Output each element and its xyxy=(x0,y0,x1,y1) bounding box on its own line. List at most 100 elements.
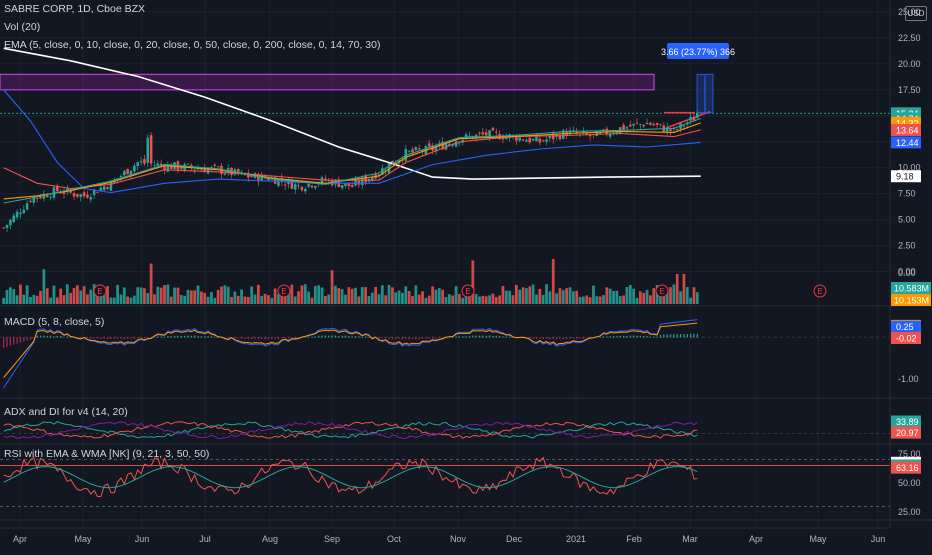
macd-histogram-bar xyxy=(50,336,51,338)
macd-histogram-bar xyxy=(476,336,477,338)
candle-body xyxy=(83,192,86,196)
candle-body xyxy=(518,137,521,140)
candle-body xyxy=(73,193,76,196)
volume-bar xyxy=(431,286,434,304)
macd-histogram-bar xyxy=(559,337,560,339)
volume-bar xyxy=(190,290,193,304)
macd-histogram-bar xyxy=(603,336,604,337)
volume-bar xyxy=(522,287,525,304)
macd-histogram-bar xyxy=(154,337,155,338)
volume-bar xyxy=(207,297,210,304)
macd-histogram-bar xyxy=(432,337,433,338)
volume-bar xyxy=(408,291,411,304)
candle-body xyxy=(133,166,136,172)
macd-histogram-bar xyxy=(285,337,286,338)
macd-histogram-bar xyxy=(251,337,252,339)
candle-body xyxy=(411,149,414,152)
volume-bar xyxy=(39,291,42,304)
macd-histogram-bar xyxy=(124,337,125,339)
volume-bar xyxy=(639,291,642,304)
macd-histogram-bar xyxy=(479,336,480,338)
macd-histogram-bar xyxy=(442,337,443,338)
macd-histogram-bar xyxy=(60,336,61,338)
currency-badge[interactable]: USD xyxy=(905,6,927,21)
x-tick-label: Jun xyxy=(135,534,150,544)
symbol-legend[interactable]: SABRE CORP, 1D, Cboe BZX xyxy=(4,3,145,15)
volume-bar xyxy=(290,285,293,304)
volume-bar xyxy=(351,289,354,304)
macd-histogram-bar xyxy=(533,337,534,339)
macd-histogram-bar xyxy=(184,336,185,338)
volume-bar xyxy=(337,288,340,304)
macd-histogram-bar xyxy=(663,335,664,338)
volume-bar xyxy=(676,274,679,304)
macd-histogram-bar xyxy=(536,337,537,339)
candle-body xyxy=(33,197,36,202)
volume-bar xyxy=(605,287,608,304)
macd-histogram-bar xyxy=(506,337,507,338)
price-badge-label: 9.18 xyxy=(896,172,914,182)
volume-badge-label: 10.153M xyxy=(894,296,929,306)
volume-bar xyxy=(301,285,304,304)
volume-bar xyxy=(86,294,89,304)
macd-histogram-bar xyxy=(201,336,202,338)
macd-badge-label: -0.02 xyxy=(896,334,917,344)
volume-bar xyxy=(686,287,689,304)
rsi-legend[interactable]: RSI with EMA & WMA [NK] (9, 21, 3, 50, 5… xyxy=(4,448,209,460)
macd-histogram-bar xyxy=(228,337,229,338)
volume-bar xyxy=(435,290,438,304)
volume-bar xyxy=(696,292,699,304)
macd-histogram-bar xyxy=(687,334,688,338)
volume-bar xyxy=(331,270,334,304)
macd-histogram-bar xyxy=(271,337,272,339)
volume-bar xyxy=(552,259,555,304)
volume-bar xyxy=(53,286,56,304)
macd-histogram-bar xyxy=(348,336,349,337)
x-tick-label: Oct xyxy=(387,534,402,544)
macd-histogram-bar xyxy=(127,337,128,339)
macd-histogram-bar xyxy=(643,336,644,337)
macd-histogram-bar xyxy=(107,337,108,339)
candle-body xyxy=(29,201,32,202)
volume-badge-label: 10.583M xyxy=(894,284,929,294)
volume-bar xyxy=(525,288,528,304)
volume-legend[interactable]: Vol (20) xyxy=(4,21,40,33)
macd-legend[interactable]: MACD (5, 8, close, 5) xyxy=(4,316,104,328)
candle-body xyxy=(693,117,696,121)
macd-histogram-bar xyxy=(342,336,343,338)
macd-histogram-bar xyxy=(459,336,460,337)
macd-histogram-bar xyxy=(23,337,24,341)
volume-bar xyxy=(636,298,639,304)
volume-bar xyxy=(177,288,180,304)
volume-bar xyxy=(535,295,538,304)
ema-legend[interactable]: EMA (5, close, 0, 10, close, 0, 20, clos… xyxy=(4,39,380,51)
adx-badge-label: 20.97 xyxy=(896,428,919,438)
volume-bar xyxy=(120,295,123,304)
price-badge-label: 13.64 xyxy=(896,125,919,135)
volume-bar xyxy=(649,295,652,304)
candle-body xyxy=(46,195,49,197)
macd-histogram-bar xyxy=(295,337,296,338)
adx-legend[interactable]: ADX and DI for v4 (14, 20) xyxy=(4,406,128,418)
macd-histogram-bar xyxy=(469,336,470,337)
earnings-marker-label: E xyxy=(659,287,664,296)
macd-histogram-bar xyxy=(117,337,118,339)
macd-histogram-bar xyxy=(600,337,601,338)
macd-histogram-bar xyxy=(583,337,584,338)
candle-body xyxy=(23,210,26,213)
volume-bar xyxy=(274,288,277,304)
candle-body xyxy=(529,138,532,143)
macd-histogram-bar xyxy=(3,337,4,347)
volume-bar xyxy=(364,287,367,304)
macd-histogram-bar xyxy=(683,334,684,338)
volume-bar xyxy=(502,286,505,304)
candle-body xyxy=(214,165,217,166)
volume-bar xyxy=(528,286,531,304)
macd-histogram-bar xyxy=(653,336,654,337)
volume-bar xyxy=(69,293,72,304)
volume-bar xyxy=(354,288,357,304)
macd-histogram-bar xyxy=(539,337,540,338)
candle-body xyxy=(16,212,19,218)
